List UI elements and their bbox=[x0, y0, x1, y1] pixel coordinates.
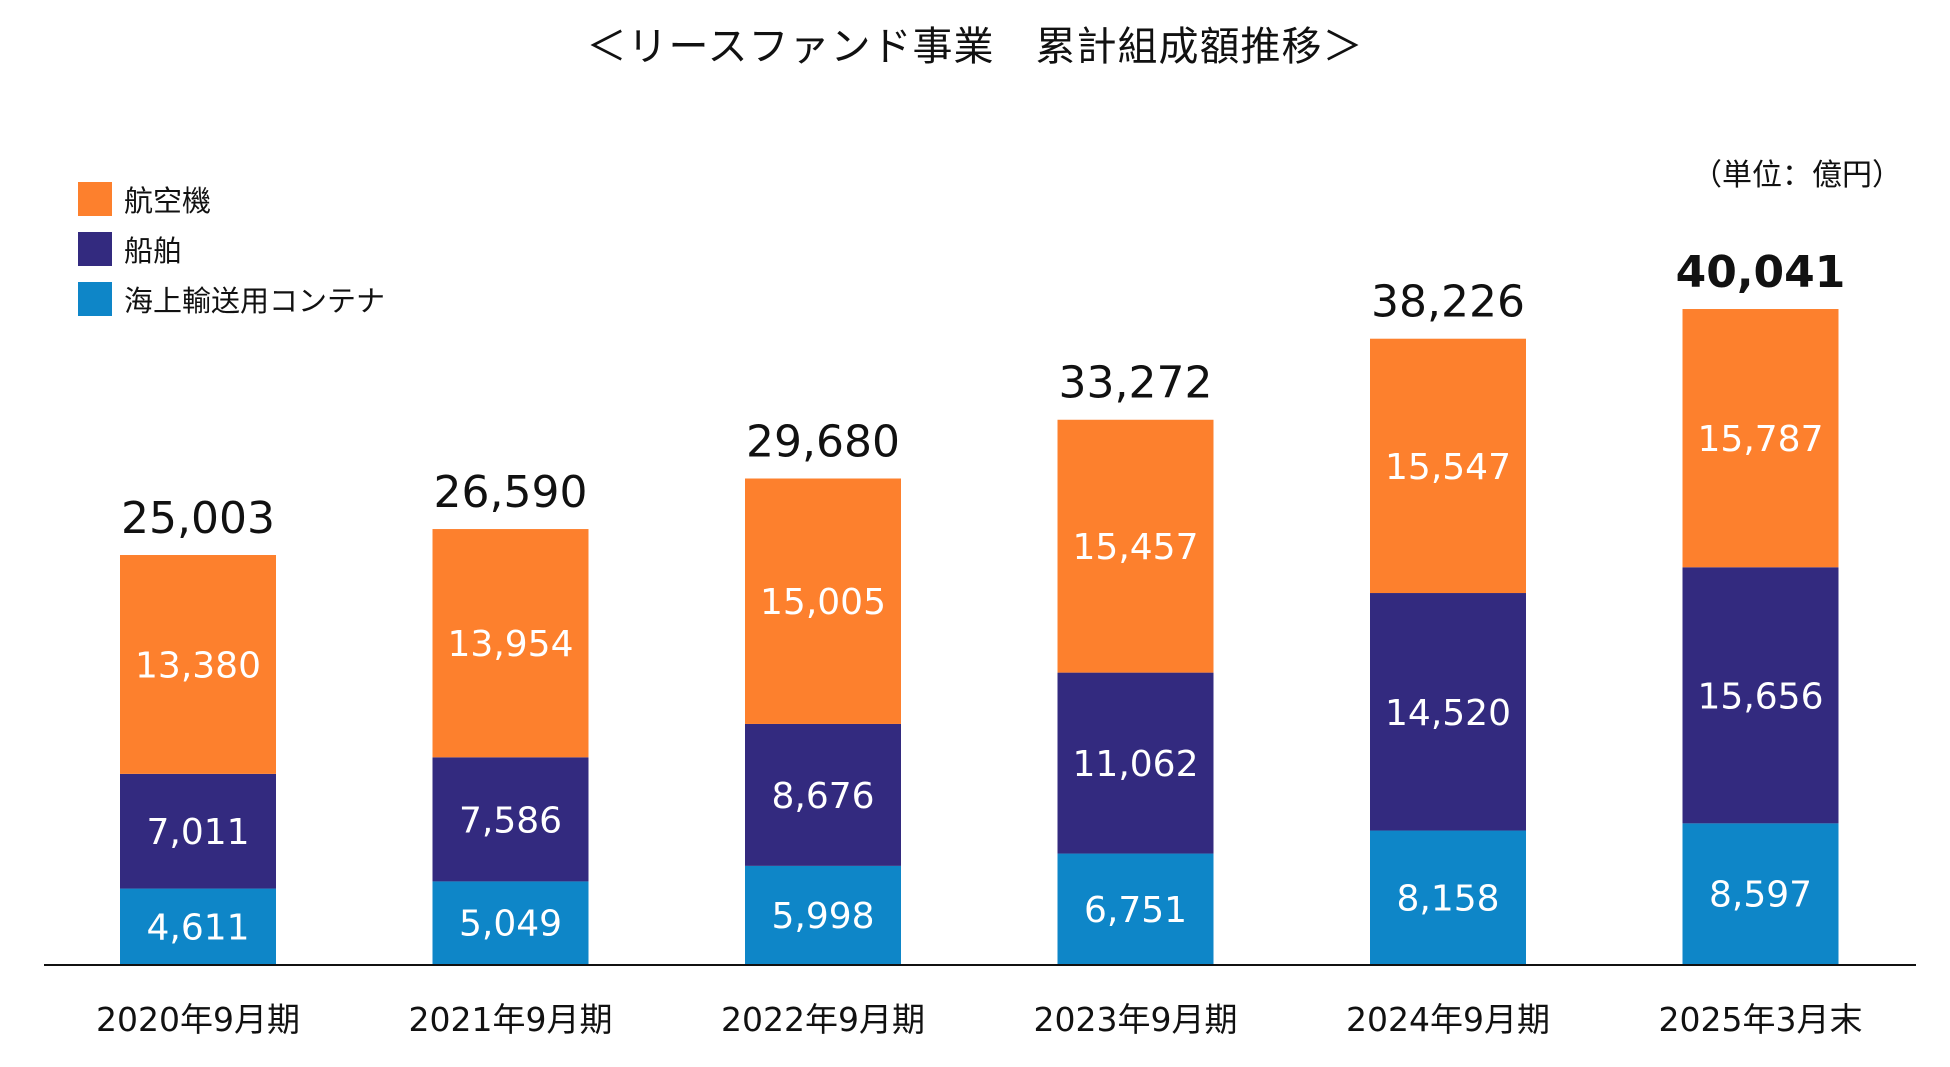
segment-value-label: 8,676 bbox=[771, 776, 874, 817]
unit-label: （単位：億円） bbox=[1692, 158, 1902, 193]
legend: 航空機 船舶 海上輸送用コンテナ bbox=[78, 174, 385, 324]
bar-segment-aircraft-3 bbox=[1057, 419, 1214, 673]
segment-value-label: 6,751 bbox=[1084, 890, 1187, 931]
legend-swatch-containers bbox=[78, 282, 112, 316]
legend-label-ships: 船舶 bbox=[124, 234, 183, 268]
segment-value-label: 7,011 bbox=[146, 812, 249, 853]
legend-swatch-aircraft bbox=[78, 182, 112, 216]
segment-value-label: 7,586 bbox=[459, 800, 562, 841]
segment-value-label: 13,380 bbox=[135, 645, 261, 686]
legend-swatch-ships bbox=[78, 232, 112, 266]
bar-segment-aircraft-2 bbox=[745, 478, 901, 724]
total-value-label: 33,272 bbox=[1059, 358, 1213, 409]
bar-segment-containers-1 bbox=[432, 881, 589, 964]
segment-value-label: 15,457 bbox=[1073, 527, 1199, 568]
segment-value-label: 5,049 bbox=[459, 904, 562, 945]
segment-value-label: 5,998 bbox=[771, 896, 874, 937]
segment-value-label: 13,954 bbox=[448, 624, 574, 665]
x-tick-label: 2023年9月期 bbox=[1034, 1000, 1238, 1039]
x-tick-label: 2020年9月期 bbox=[96, 1000, 300, 1039]
x-tick-label: 2021年9月期 bbox=[409, 1000, 613, 1039]
bar-segment-ships-4 bbox=[1370, 593, 1526, 831]
segment-value-label: 11,062 bbox=[1073, 744, 1199, 785]
segment-value-label: 15,005 bbox=[760, 582, 886, 623]
segment-value-label: 8,158 bbox=[1396, 878, 1499, 919]
bar-segment-containers-3 bbox=[1057, 853, 1214, 964]
total-value-label: 25,003 bbox=[121, 493, 275, 544]
legend-label-containers: 海上輸送用コンテナ bbox=[124, 284, 386, 318]
segment-value-label: 8,597 bbox=[1709, 875, 1812, 916]
bar-segment-ships-3 bbox=[1057, 672, 1214, 854]
x-tick-label: 2022年9月期 bbox=[721, 1000, 925, 1039]
x-tick-label: 2024年9月期 bbox=[1346, 1000, 1550, 1039]
bar-segment-aircraft-4 bbox=[1370, 338, 1526, 594]
bar-segment-aircraft-5 bbox=[1682, 309, 1839, 568]
legend-label-aircraft: 航空機 bbox=[124, 184, 212, 218]
total-value-label: 38,226 bbox=[1371, 277, 1525, 328]
bar-segment-containers-0 bbox=[120, 888, 276, 964]
legend-item-ships: 船舶 bbox=[78, 224, 385, 274]
bar-segment-ships-2 bbox=[745, 723, 901, 866]
x-tick-label: 2025年3月末 bbox=[1659, 1000, 1863, 1039]
total-value-label: 29,680 bbox=[746, 416, 900, 467]
segment-value-label: 15,547 bbox=[1385, 447, 1511, 488]
legend-item-containers: 海上輸送用コンテナ bbox=[78, 274, 385, 324]
total-value-label: 40,041 bbox=[1676, 247, 1846, 298]
bar-segment-aircraft-1 bbox=[432, 529, 589, 758]
bar-segment-aircraft-0 bbox=[120, 555, 276, 774]
bar-segment-containers-5 bbox=[1682, 823, 1839, 964]
segment-value-label: 15,787 bbox=[1698, 419, 1824, 460]
legend-item-aircraft: 航空機 bbox=[78, 174, 385, 224]
bar-segment-containers-2 bbox=[745, 865, 901, 964]
total-value-label: 26,590 bbox=[434, 467, 588, 518]
bar-segment-ships-1 bbox=[432, 757, 589, 882]
bar-segment-containers-4 bbox=[1370, 830, 1526, 964]
segment-value-label: 15,656 bbox=[1698, 676, 1824, 717]
segment-value-label: 4,611 bbox=[146, 907, 249, 948]
bar-segment-ships-0 bbox=[120, 773, 276, 889]
bar-segment-ships-5 bbox=[1682, 567, 1839, 824]
segment-value-label: 14,520 bbox=[1385, 693, 1511, 734]
chart-title: ＜リースファンド事業 累計組成額推移＞ bbox=[586, 24, 1364, 70]
